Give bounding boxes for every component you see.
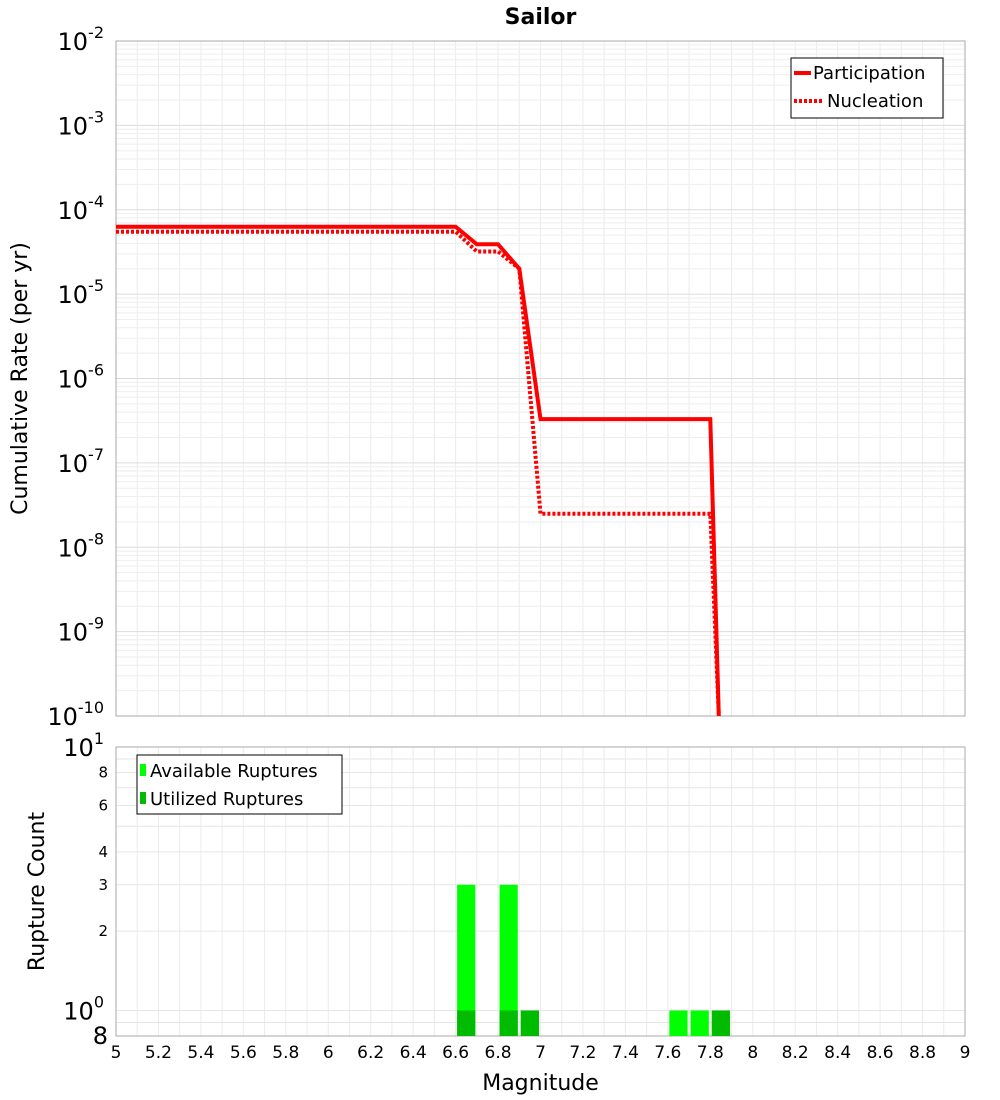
top-y-tick-labels: 10-210-310-410-510-610-710-810-910-10 [47,23,104,731]
x-tick-label: 8.8 [909,1043,936,1063]
bottom-y-tick-label: 2 [98,922,108,940]
bottom-y-axis-label: Rupture Count [25,812,50,972]
top-y-tick-label: 10-7 [58,445,105,478]
bar-marks [457,884,731,1036]
bottom-y-tick-label-top: 101 [63,729,104,762]
line-marks [116,224,721,716]
top-y-axis-label: Cumulative Rate (per yr) [8,242,33,515]
x-tick-label: 5 [111,1043,122,1063]
bottom-legend-box [136,754,343,815]
utilized-rupture-bar [499,1010,518,1036]
tick-exponent: -5 [88,276,104,295]
legend-available-swatch [140,764,146,776]
bottom-legend: Available Ruptures Utilized Ruptures [136,754,343,815]
legend-participation-label: Participation [813,63,925,84]
x-axis-label: Magnitude [482,1071,599,1096]
available-rupture-bar [669,1010,688,1036]
tick-base: 10 [63,997,94,1025]
x-tick-label: 6 [323,1043,334,1063]
legend-available-label: Available Ruptures [150,761,318,782]
x-tick-label: 7.8 [697,1043,724,1063]
tick-exponent: -10 [78,698,104,717]
x-tick-labels: 5 5.2 5.4 5.6 5.8 6 6.2 6.4 6.6 6.8 7 7.2 7.4 7.6 7.8 8… [111,1043,971,1063]
tick-exponent: 1 [94,729,104,748]
top-y-tick-label: 10-6 [58,361,105,394]
utilized-rupture-bar [520,1010,539,1036]
x-tick-label: 7.6 [654,1043,681,1063]
x-tick-label: 6.6 [442,1043,469,1063]
participation-line [116,224,721,716]
top-y-tick-label: 10-3 [58,107,105,140]
tick-base: 10 [58,534,89,562]
tick-exponent: -8 [88,529,104,548]
tick-base: 10 [47,703,78,731]
bottom-y-tick-label: 8 [98,764,108,782]
nucleation-line [116,229,721,716]
x-tick-label: 7 [535,1043,546,1063]
tick-exponent: -7 [88,445,104,464]
tick-base: 10 [63,734,94,762]
top-y-tick-label: 10-5 [58,276,105,309]
available-rupture-bar [690,1010,709,1036]
legend-utilized-label: Utilized Ruptures [150,789,303,810]
x-tick-label: 6.4 [400,1043,427,1063]
top-y-tick-label: 10-2 [58,23,105,56]
tick-base: 10 [58,197,89,225]
top-legend-box [790,57,944,119]
tick-base: 10 [58,366,89,394]
x-tick-label: 8.4 [824,1043,851,1063]
x-tick-label: 5.6 [230,1043,257,1063]
legend-utilized-swatch [140,792,146,804]
x-tick-label: 6.2 [357,1043,384,1063]
tick-base: 10 [58,112,89,140]
top-plot-frame [115,40,966,717]
top-legend: Participation Nucleation [790,57,944,119]
bottom-y-tick-label: 3 [98,876,108,894]
x-tick-label: 6.8 [485,1043,512,1063]
x-tick-label: 5.2 [145,1043,172,1063]
bottom-y-tick-label-one: 100 [63,992,104,1025]
tick-exponent: -3 [88,107,104,126]
bottom-y-tick-label: 4 [98,843,108,861]
x-tick-label: 9 [960,1043,971,1063]
top-y-tick-label: 10-9 [58,614,105,647]
x-tick-label: 7.4 [612,1043,639,1063]
x-tick-label: 5.8 [272,1043,299,1063]
utilized-rupture-bar [711,1010,731,1036]
top-y-tick-label: 10-4 [58,192,105,225]
available-rupture-bar [499,884,518,1036]
utilized-rupture-bar [457,1010,476,1036]
tick-base: 10 [58,281,89,309]
tick-exponent: -9 [88,614,104,633]
top-y-tick-label: 10-8 [58,529,105,562]
tick-exponent: -6 [88,361,104,380]
bottom-plot-frame [115,746,966,1037]
bottom-y-tick-label: 6 [98,796,108,814]
bottom-y-tick-label-base: 8 [93,1022,108,1050]
legend-nucleation-label: Nucleation [827,91,923,112]
tick-exponent: 0 [94,992,104,1011]
tick-base: 10 [58,28,89,56]
x-tick-label: 8.2 [782,1043,809,1063]
x-tick-label: 8.6 [867,1043,894,1063]
x-tick-label: 7.2 [569,1043,596,1063]
tick-base: 10 [58,450,89,478]
chart-title: Sailor [505,5,577,30]
top-y-tick-label: 10-10 [47,698,104,731]
tick-exponent: -4 [88,192,104,211]
tick-base: 10 [58,619,89,647]
tick-exponent: -2 [88,23,104,42]
available-rupture-bar [457,884,476,1036]
x-tick-label: 5.4 [187,1043,214,1063]
top-plot-grid [115,41,966,717]
x-tick-label: 8 [747,1043,758,1063]
